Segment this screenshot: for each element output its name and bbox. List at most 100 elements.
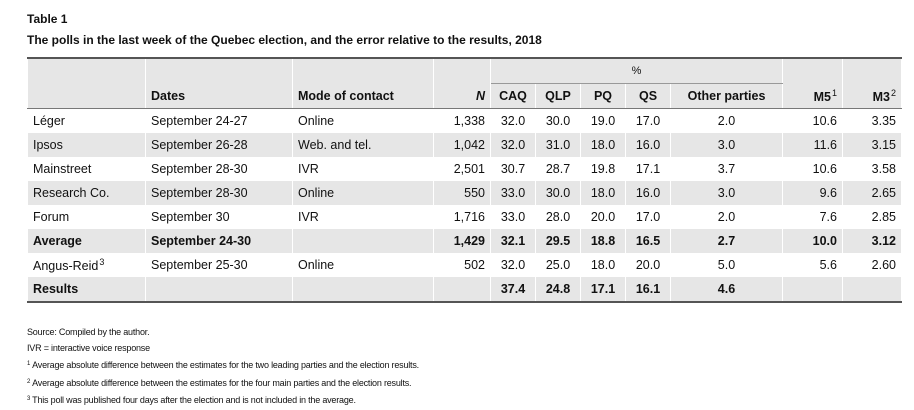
table-row: Forum September 30 IVR 1,716 33.0 28.0 2… xyxy=(27,205,902,229)
col-qlp: QLP xyxy=(535,83,581,109)
cell-n: 1,716 xyxy=(433,205,491,229)
cell-m5: 5.6 xyxy=(782,253,843,277)
cell-mode xyxy=(292,277,434,303)
cell-mode: IVR xyxy=(292,205,434,229)
col-n: N xyxy=(433,83,491,109)
table-row: Ipsos September 26-28 Web. and tel. 1,04… xyxy=(27,133,902,157)
col-m5: M51 xyxy=(782,83,843,109)
cell-m3: 3.35 xyxy=(842,108,902,133)
cell-qlp: 28.0 xyxy=(535,205,581,229)
cell-pollster: Forum xyxy=(27,205,146,229)
cell-dates: September 24-27 xyxy=(145,108,293,133)
table-notes: Source: Compiled by the author. IVR = in… xyxy=(27,324,419,408)
cell-dates: September 30 xyxy=(145,205,293,229)
col-m5-sup: 1 xyxy=(831,87,837,98)
table-label: Table 1 xyxy=(27,12,68,26)
table-row: Research Co. September 28-30 Online 550 … xyxy=(27,181,902,205)
cell-pollster: Mainstreet xyxy=(27,157,146,181)
cell-m3: 2.60 xyxy=(842,253,902,277)
cell-other: 2.0 xyxy=(670,205,783,229)
cell-other: 3.0 xyxy=(670,181,783,205)
col-pollster xyxy=(27,83,146,109)
footnote-2-marker: 2 xyxy=(27,378,31,385)
cell-qs: 16.0 xyxy=(625,181,671,205)
cell-dates: September 25-30 xyxy=(145,253,293,277)
cell-pollster: Research Co. xyxy=(27,181,146,205)
col-m3: M32 xyxy=(842,83,902,109)
cell-caq: 33.0 xyxy=(490,181,536,205)
cell-mode: Online xyxy=(292,253,434,277)
cell-n: 2,501 xyxy=(433,157,491,181)
col-m3-label: M3 xyxy=(872,89,890,104)
cell-caq: 30.7 xyxy=(490,157,536,181)
cell-caq: 37.4 xyxy=(490,277,536,303)
table-row: Léger September 24-27 Online 1,338 32.0 … xyxy=(27,108,902,133)
cell-n: 1,429 xyxy=(433,229,491,253)
table-title: The polls in the last week of the Quebec… xyxy=(27,33,542,47)
footnote-3: 3 This poll was published four days after… xyxy=(27,391,419,408)
cell-qlp: 24.8 xyxy=(535,277,581,303)
cell-m5: 11.6 xyxy=(782,133,843,157)
cell-caq: 32.0 xyxy=(490,108,536,133)
footnote-1: 1 Average absolute difference between the… xyxy=(27,356,419,373)
header-row-top: % xyxy=(27,57,902,84)
header-row: Dates Mode of contact N CAQ QLP PQ QS Ot… xyxy=(27,83,902,109)
cell-mode: Online xyxy=(292,181,434,205)
cell-pollster: Léger xyxy=(27,108,146,133)
footnote-1-text: Average absolute difference between the … xyxy=(32,360,419,371)
cell-m3: 3.58 xyxy=(842,157,902,181)
cell-m3: 2.85 xyxy=(842,205,902,229)
cell-other: 3.7 xyxy=(670,157,783,181)
cell-qs: 17.0 xyxy=(625,108,671,133)
footnote-marker: 3 xyxy=(99,257,105,267)
cell-n: 1,338 xyxy=(433,108,491,133)
cell-qlp: 31.0 xyxy=(535,133,581,157)
cell-qs: 16.0 xyxy=(625,133,671,157)
cell-pq: 17.1 xyxy=(580,277,626,303)
table-row-results: Results 37.4 24.8 17.1 16.1 4.6 xyxy=(27,277,902,303)
cell-other: 3.0 xyxy=(670,133,783,157)
cell-m5: 7.6 xyxy=(782,205,843,229)
cell-caq: 32.1 xyxy=(490,229,536,253)
cell-m5 xyxy=(782,277,843,303)
cell-dates: September 28-30 xyxy=(145,181,293,205)
col-dates: Dates xyxy=(145,83,293,109)
cell-pq: 18.0 xyxy=(580,253,626,277)
cell-n: 1,042 xyxy=(433,133,491,157)
cell-m3: 3.12 xyxy=(842,229,902,253)
table-row: Mainstreet September 28-30 IVR 2,501 30.… xyxy=(27,157,902,181)
cell-m3: 3.15 xyxy=(842,133,902,157)
cell-dates: September 28-30 xyxy=(145,157,293,181)
cell-other: 2.7 xyxy=(670,229,783,253)
cell-dates: September 26-28 xyxy=(145,133,293,157)
col-other: Other parties xyxy=(670,83,783,109)
cell-qlp: 25.0 xyxy=(535,253,581,277)
cell-m5: 10.6 xyxy=(782,157,843,181)
cell-mode xyxy=(292,229,434,253)
table-row-average: Average September 24-30 1,429 32.1 29.5 … xyxy=(27,229,902,253)
footnote-2: 2 Average absolute difference between the… xyxy=(27,374,419,391)
cell-qs: 17.1 xyxy=(625,157,671,181)
cell-pollster-label: Angus-Reid xyxy=(33,259,99,273)
cell-qlp: 29.5 xyxy=(535,229,581,253)
cell-pq: 18.0 xyxy=(580,133,626,157)
cell-n: 502 xyxy=(433,253,491,277)
cell-n xyxy=(433,277,491,303)
cell-m5: 10.0 xyxy=(782,229,843,253)
cell-qlp: 30.0 xyxy=(535,108,581,133)
cell-dates: September 24-30 xyxy=(145,229,293,253)
cell-m3 xyxy=(842,277,902,303)
source-note: Source: Compiled by the author. xyxy=(27,327,150,337)
col-m5-label: M5 xyxy=(813,89,831,104)
cell-pollster: Angus-Reid3 xyxy=(27,253,146,277)
cell-caq: 32.0 xyxy=(490,253,536,277)
cell-qs: 16.5 xyxy=(625,229,671,253)
footnote-3-marker: 3 xyxy=(27,395,31,402)
cell-mode: Web. and tel. xyxy=(292,133,434,157)
col-m3-sup: 2 xyxy=(890,87,896,98)
cell-m3: 2.65 xyxy=(842,181,902,205)
col-pq: PQ xyxy=(580,83,626,109)
cell-dates xyxy=(145,277,293,303)
cell-mode: IVR xyxy=(292,157,434,181)
